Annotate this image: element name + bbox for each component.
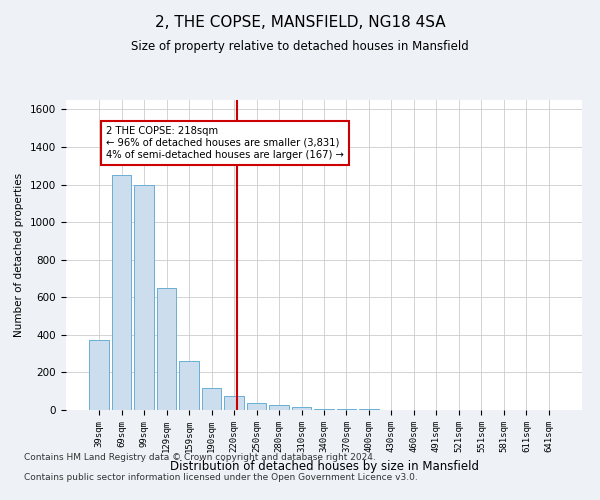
Y-axis label: Number of detached properties: Number of detached properties (14, 173, 25, 337)
Text: 2, THE COPSE, MANSFIELD, NG18 4SA: 2, THE COPSE, MANSFIELD, NG18 4SA (155, 15, 445, 30)
Bar (202, 388, 221, 410)
Text: Size of property relative to detached houses in Mansfield: Size of property relative to detached ho… (131, 40, 469, 53)
Bar (89, 340, 109, 410)
Bar (157, 288, 176, 410)
Bar (224, 396, 244, 410)
Bar (292, 407, 311, 410)
X-axis label: Distribution of detached houses by size in Mansfield: Distribution of detached houses by size … (170, 460, 479, 473)
Bar (247, 404, 266, 410)
Text: Contains HM Land Registry data © Crown copyright and database right 2024.: Contains HM Land Registry data © Crown c… (24, 454, 376, 462)
Bar (269, 406, 289, 410)
Bar (134, 184, 154, 410)
Bar (179, 361, 199, 410)
Text: Contains public sector information licensed under the Open Government Licence v3: Contains public sector information licen… (24, 474, 418, 482)
Bar (112, 175, 131, 410)
Text: 2 THE COPSE: 218sqm
← 96% of detached houses are smaller (3,831)
4% of semi-deta: 2 THE COPSE: 218sqm ← 96% of detached ho… (106, 126, 344, 160)
Bar (314, 409, 334, 410)
